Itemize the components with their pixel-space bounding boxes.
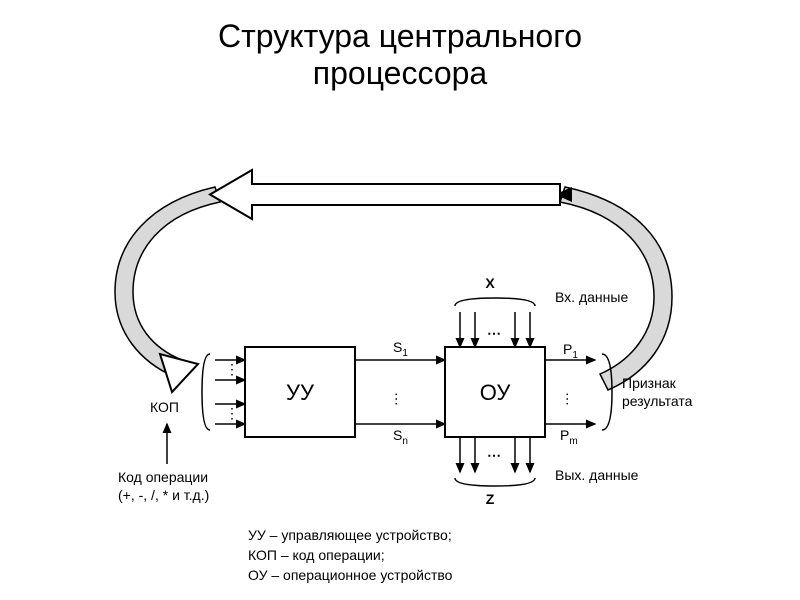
out-data-label: Вых. данные: [555, 467, 639, 483]
title-line-1: Структура центрального: [218, 18, 582, 54]
s-signals: S1 Sn ⋯: [355, 339, 445, 447]
in-data-label: Вх. данные: [555, 289, 628, 305]
horizontal-bus-arrow: [210, 170, 560, 219]
uu-left-inputs-bot: ⋮: [215, 404, 245, 424]
svg-text:P1: P1: [563, 341, 578, 361]
x-label: X: [485, 275, 495, 291]
pm-sub: m: [569, 436, 577, 447]
result-label-1: Признак: [622, 375, 677, 391]
code-op-2: (+, -, /, * и т.д.): [118, 487, 209, 503]
z-label: Z: [486, 491, 495, 507]
kop-input: КОП Код операции (+, -, /, * и т.д.): [118, 399, 209, 503]
legend-2: КОП – код операции;: [248, 547, 385, 563]
uu-left-inputs-top: ⋮: [215, 360, 245, 380]
svg-text:⋯: ⋯: [487, 325, 501, 341]
legend-3: ОУ – операционное устройство: [248, 567, 453, 583]
s1-label: S: [393, 339, 402, 355]
p1-sub: 1: [572, 350, 578, 361]
sn-label: S: [393, 427, 402, 443]
uu-label: УУ: [286, 379, 315, 404]
code-op-1: Код операции: [118, 469, 208, 485]
kop-label: КОП: [150, 399, 179, 415]
page-title: Структура центрального процессора: [0, 0, 800, 92]
svg-text:⋯: ⋯: [487, 447, 501, 463]
pm-label: P: [560, 427, 569, 443]
x-inputs: ⋯ X Вх. данные: [455, 275, 628, 347]
ou-label: ОУ: [480, 379, 512, 404]
title-line-2: процессора: [313, 55, 487, 91]
z-outputs: ⋯ Z Вых. данные: [455, 437, 639, 507]
sn-sub: n: [402, 436, 408, 447]
diagram: УУ ОУ ⋮ ⋮ S1 Sn ⋯ ⋯ X Вх. данные: [0, 92, 800, 592]
svg-text:S1: S1: [393, 339, 408, 359]
result-label-2: результата: [622, 393, 693, 409]
svg-text:⋮: ⋮: [225, 361, 241, 377]
legend-1: УУ – управляющее устройство;: [248, 527, 452, 543]
svg-text:⋮: ⋮: [225, 405, 241, 421]
legend: УУ – управляющее устройство; КОП – код о…: [248, 527, 453, 583]
svg-text:Pm: Pm: [560, 427, 578, 447]
p-outputs: P1 Pm ⋯ Признак результата: [545, 341, 693, 447]
p1-label: P: [563, 341, 572, 357]
svg-text:⋯: ⋯: [389, 392, 405, 410]
s1-sub: 1: [402, 348, 408, 359]
svg-text:Sn: Sn: [393, 427, 408, 447]
svg-text:⋯: ⋯: [560, 392, 576, 410]
